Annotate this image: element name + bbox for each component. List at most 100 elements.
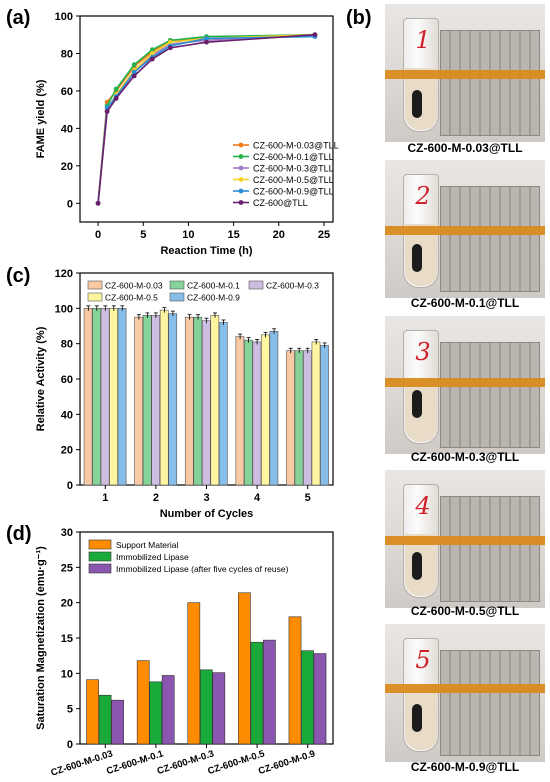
y-tick-label: 20	[61, 445, 73, 457]
y-tick-label: 80	[61, 48, 73, 60]
rubber-band	[385, 684, 545, 693]
magnet-block	[440, 342, 540, 448]
rubber-band	[385, 70, 545, 79]
legend-label: Immobilized Lipase (after five cycles of…	[116, 564, 289, 574]
y-tick-label: 120	[55, 268, 73, 280]
plot-frame	[79, 15, 334, 223]
legend-label: CZ-600-M-0.3	[266, 281, 319, 291]
bar	[303, 350, 312, 486]
magnetic-pellet	[412, 90, 422, 118]
legend-swatch-marker	[238, 177, 244, 182]
x-tick-label: CZ-600-M-0.03	[50, 748, 115, 778]
bar	[320, 345, 329, 486]
y-tick-label: 25	[61, 562, 73, 574]
y-tick-label: 0	[67, 480, 73, 492]
panel-label-d: (d)	[6, 523, 32, 545]
x-tick-label: 5	[305, 492, 311, 504]
series-line	[97, 33, 315, 204]
bar	[261, 334, 270, 486]
bar	[311, 341, 321, 486]
photo-caption-1: CZ-600-M-0.03@TLL	[407, 141, 523, 155]
bar	[294, 350, 304, 486]
photo-caption-4: CZ-600-M-0.5@TLL	[410, 604, 520, 618]
chart-c: 0 20 40 60 80 100 120 Relative Activity (%) 1 2 3 4…	[35, 268, 334, 520]
photo-caption-3: CZ-600-M-0.3@TLL	[410, 450, 520, 464]
legend-label: CZ-600-M-0.3@TLL	[253, 164, 334, 174]
bar	[134, 316, 144, 486]
rubber-band	[385, 378, 545, 387]
legend-swatch	[88, 551, 112, 562]
bar	[142, 315, 152, 486]
bar	[286, 350, 295, 486]
y-axis-label: Saturation Magnetization (emu·g⁻¹)	[35, 546, 47, 730]
x-tick-label: 2	[153, 492, 159, 504]
bar	[199, 669, 213, 745]
x-tick-label: 3	[203, 492, 209, 504]
photo-tube-5: 5	[385, 624, 545, 762]
y-tick-label: 40	[61, 123, 73, 135]
bar	[136, 660, 150, 745]
bar	[117, 308, 127, 486]
bar	[83, 308, 93, 486]
y-tick-label: 100	[55, 303, 73, 315]
bar	[212, 672, 226, 745]
bar	[288, 616, 302, 745]
bar	[201, 320, 211, 486]
bar	[252, 341, 262, 486]
y-tick-label: 5	[67, 704, 73, 716]
legend-swatch	[248, 280, 264, 290]
y-tick-label: 80	[61, 339, 73, 351]
magnetic-pellet	[412, 390, 422, 418]
legend-swatch-marker	[238, 165, 244, 171]
legend-label: CZ-600-M-0.5@TLL	[253, 175, 334, 185]
chart-a: 0 20 40 60 80 100 FAME yield (%) 0 5 10 15 20 25 Reac…	[35, 11, 339, 257]
bar	[161, 675, 175, 745]
legend-label: CZ-600-M-0.9	[187, 293, 240, 303]
bar	[193, 316, 203, 486]
bar	[218, 322, 228, 486]
data-point	[149, 56, 155, 62]
legend-label: CZ-600-M-0.5	[105, 293, 158, 303]
legend-label: CZ-600-M-0.9@TLL	[253, 187, 334, 197]
y-tick-label: 20	[61, 598, 73, 610]
bar	[263, 639, 276, 745]
y-tick-label: 40	[61, 409, 73, 421]
magnetic-pellet	[412, 552, 422, 580]
rubber-band	[385, 226, 545, 235]
bar	[149, 681, 163, 745]
legend-label: CZ-600-M-0.03	[105, 281, 163, 291]
legend-label: CZ-600-M-0.1	[187, 281, 240, 291]
x-tick-label: CZ-600-M-0.3	[156, 748, 216, 777]
x-tick-label: 4	[254, 492, 261, 504]
y-tick-label: 60	[61, 86, 73, 98]
bar	[235, 336, 245, 486]
legend-label: Support Material	[116, 540, 178, 550]
y-tick-label: 100	[55, 11, 73, 23]
bar	[187, 602, 201, 745]
y-tick-label: 0	[67, 739, 73, 751]
bar	[250, 641, 264, 745]
bar	[98, 694, 112, 745]
panel-label-c: (c)	[6, 265, 30, 287]
legend-swatch-marker	[238, 200, 244, 205]
x-tick-label: 10	[182, 229, 194, 241]
data-point	[167, 39, 173, 45]
tube-number: 1	[415, 26, 431, 54]
x-tick-label: 15	[227, 229, 239, 241]
x-tick-label: 0	[95, 229, 101, 241]
series-line	[97, 33, 315, 204]
x-tick-label: 1	[102, 492, 108, 504]
rubber-band	[385, 536, 545, 545]
data-point	[113, 96, 119, 101]
panel-label-a: (a)	[6, 7, 30, 29]
bar	[238, 592, 251, 745]
x-axis-label: Number of Cycles	[160, 508, 254, 520]
y-axis-label: Relative Activity (%)	[35, 326, 47, 431]
x-tick-label: 5	[140, 229, 146, 241]
series-line	[97, 35, 315, 204]
legend-swatch	[169, 292, 185, 302]
y-tick-label: 15	[61, 633, 73, 645]
data-point	[204, 36, 209, 41]
y-tick-label: 20	[61, 161, 73, 173]
bar	[86, 679, 99, 745]
